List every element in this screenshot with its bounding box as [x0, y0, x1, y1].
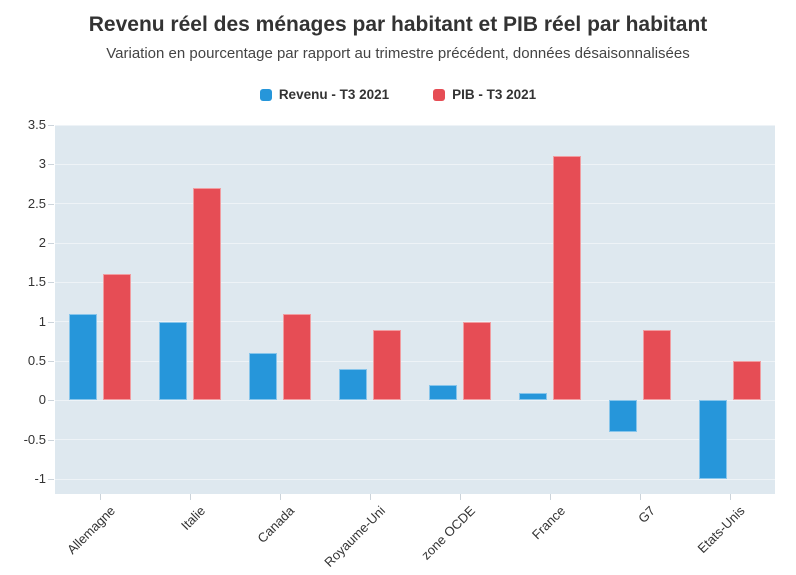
x-axis-tick [100, 494, 101, 500]
y-axis-label-3.5: 3.5 [27, 117, 46, 132]
gridline-2.5 [55, 203, 775, 205]
x-axis-tick [460, 494, 461, 500]
x-axis-tick [730, 494, 731, 500]
y-axis-tick [48, 282, 54, 284]
bar-revenu-canada[interactable] [249, 353, 277, 401]
legend-label-revenu: Revenu - T3 2021 [278, 87, 390, 102]
gridline--1 [55, 478, 775, 480]
y-axis-tick [48, 321, 54, 323]
bar-revenu-france[interactable] [519, 392, 547, 401]
chart-subtitle: Variation en pourcentage par rapport au … [106, 45, 690, 62]
y-axis-label-2.5: 2.5 [27, 195, 46, 211]
gridline-3 [55, 163, 775, 165]
x-axis-label-canada: Canada [254, 503, 298, 546]
y-axis-tick [48, 203, 54, 205]
x-axis-label-g7: G7 [634, 503, 658, 526]
bar-pib-zone-ocde[interactable] [463, 321, 491, 401]
gridline-2 [55, 242, 775, 244]
gridline-0.5 [55, 360, 775, 362]
gridline-1 [55, 321, 775, 323]
legend-swatch-revenu [259, 88, 272, 101]
y-axis-label-0: 0 [38, 392, 46, 408]
y-axis-label-3: 3 [38, 156, 46, 172]
y-axis-label-1.5: 1.5 [27, 274, 46, 290]
gridline--0.5 [55, 439, 775, 441]
x-axis-label-royaume-uni: Royaume-Uni [320, 503, 388, 570]
bar-pib-canada[interactable] [283, 313, 311, 401]
x-axis-tick [370, 494, 371, 500]
x-axis-label-france: France [528, 503, 568, 543]
x-axis-label-italie: Italie [177, 503, 208, 534]
y-axis-tick [48, 400, 54, 402]
y-axis-tick [48, 125, 54, 126]
y-axis-tick [48, 164, 54, 166]
y-axis-tick [48, 243, 54, 245]
legend-swatch-pib [433, 88, 446, 101]
bar-pib-allemagne[interactable] [103, 274, 131, 401]
chart-title: Revenu réel des ménages par habitant et … [88, 13, 708, 36]
gridline-0 [55, 399, 775, 401]
bar-revenu-etats-unis[interactable] [699, 400, 727, 480]
y-axis-label-1: 1 [38, 313, 46, 329]
x-axis-tick [640, 494, 641, 500]
y-axis-label--0.5: -0.5 [23, 431, 46, 447]
bar-revenu-zone-ocde[interactable] [429, 384, 457, 401]
y-axis-tick [48, 439, 54, 441]
y-axis-label--1: -1 [34, 471, 46, 487]
x-axis-tick [280, 494, 281, 500]
y-axis-label-0.5: 0.5 [27, 353, 46, 369]
legend-label-pib: PIB - T3 2021 [452, 87, 537, 102]
x-axis-tick [550, 494, 551, 500]
x-axis-label-allemagne: Allemagne [63, 503, 118, 558]
y-axis-tick [48, 479, 54, 481]
legend-item-pib[interactable]: PIB - T3 2021 [433, 87, 536, 102]
legend-item-revenu[interactable]: Revenu - T3 2021 [259, 87, 390, 102]
bar-revenu-royaume-uni[interactable] [339, 368, 367, 401]
y-axis-label-2: 2 [38, 235, 46, 251]
x-axis-tick [190, 494, 191, 500]
bar-revenu-allemagne[interactable] [69, 313, 97, 401]
legend: Revenu - T3 2021 PIB - T3 2021 [0, 87, 796, 102]
bar-pib-royaume-uni[interactable] [373, 329, 401, 401]
x-axis-label-etats-unis: Etats-Unis [694, 503, 748, 557]
gridline-3.5 [55, 124, 775, 126]
plot-area [55, 124, 775, 494]
y-axis-tick [48, 361, 54, 363]
bar-pib-g7[interactable] [643, 329, 671, 401]
bar-pib-etats-unis[interactable] [733, 361, 761, 401]
x-axis-label-zone-ocde: zone OCDE [417, 503, 478, 563]
bar-pib-france[interactable] [553, 156, 581, 401]
gridline-1.5 [55, 281, 775, 283]
bar-pib-italie[interactable] [193, 187, 221, 401]
bar-revenu-g7[interactable] [609, 400, 637, 432]
bar-revenu-italie[interactable] [159, 321, 187, 401]
